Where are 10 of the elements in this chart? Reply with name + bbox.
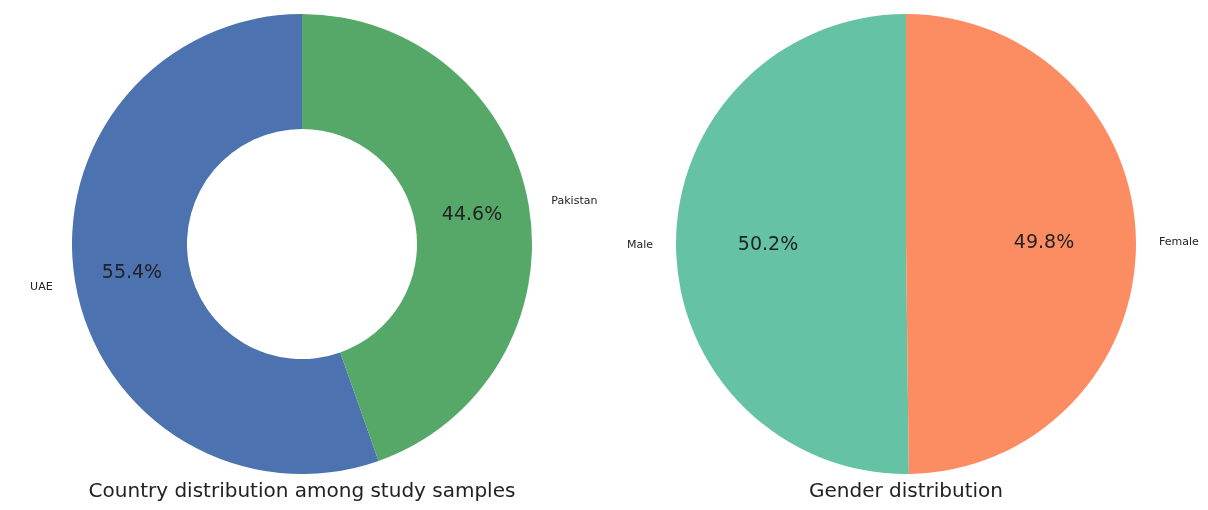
data-label: 44.6% [441,201,503,224]
slice-label: UAE [30,279,53,293]
data-label: 50.2% [737,231,799,254]
slice-label: Male [626,238,654,252]
data-label: 49.8% [1013,230,1075,253]
text: Gender distribution [808,478,1004,503]
text: Country distribution among study samples [88,478,516,503]
data-label: 55.4% [101,260,163,283]
slice-label: Female [1158,235,1199,249]
slice-label: Pakistan [551,194,598,208]
